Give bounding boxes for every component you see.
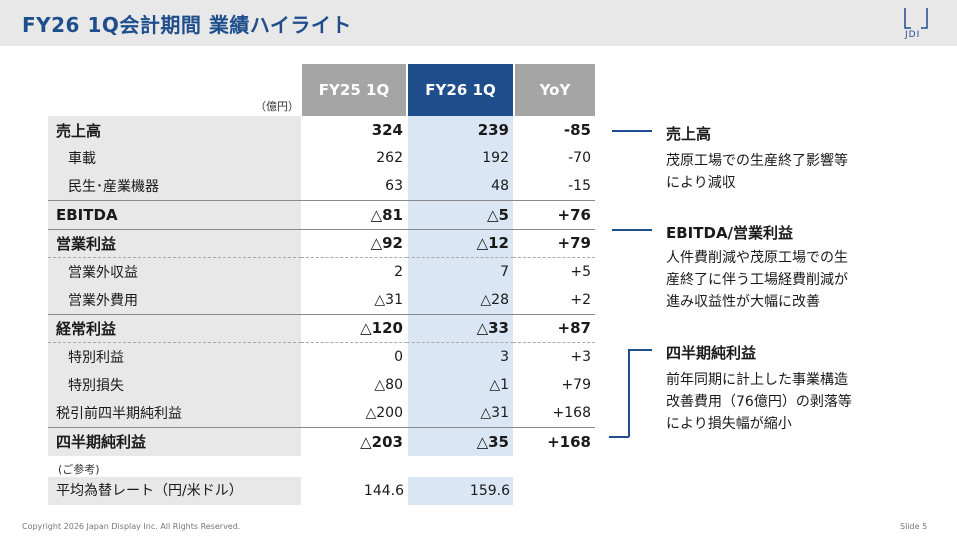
annotation-body-ebitda: 人件費削減や茂原工場での生 産終了に伴う工場経費削減が 進み収益性が大幅に改善 <box>666 247 848 313</box>
row-label: 営業利益 <box>48 228 301 258</box>
unit-label: （億円） <box>255 100 299 113</box>
cell-fy26: △12 <box>407 228 513 258</box>
row-label: EBITDA <box>48 200 301 230</box>
fx-rate-label: 平均為替レート（円/米ドル） <box>48 477 301 505</box>
row-label: 四半期純利益 <box>48 426 301 456</box>
annotation-body-sales: 茂原工場での生産終了影響等 により減収 <box>666 150 848 194</box>
row-label: 特別利益 <box>48 341 301 371</box>
cell-fy26: 7 <box>407 256 513 286</box>
copyright-text: Copyright 2026 Japan Display Inc. All Ri… <box>22 522 241 531</box>
table-row: 車載 262 192 -70 <box>48 144 595 173</box>
annotation-connector <box>628 349 630 437</box>
annotation-title-net-income: 四半期純利益 <box>666 344 757 362</box>
cell-yoy: -85 <box>563 121 591 140</box>
annotation-line: 人件費削減や茂原工場での生 <box>666 250 848 266</box>
cell-fy26: △5 <box>407 200 513 230</box>
column-header-fy26: FY26 1Q <box>408 64 513 116</box>
cell-fy25: △92 <box>301 228 407 258</box>
cell-fy26: 192 <box>482 150 509 167</box>
cell-yoy: +3 <box>513 341 595 371</box>
cell-yoy: +87 <box>513 313 595 343</box>
annotation-line: 茂原工場での生産終了影響等 <box>666 153 848 169</box>
cell-fy25: △120 <box>301 313 407 343</box>
annotation-line: 改善費用（76億円）の剥落等 <box>666 394 852 410</box>
table-row: EBITDA △81 △5 +76 <box>48 200 595 230</box>
cell-fy25: △200 <box>365 404 404 421</box>
column-header-fy25: FY25 1Q <box>302 64 406 116</box>
table-row: 経常利益 △120 △33 +87 <box>48 313 595 343</box>
row-label: 車載 <box>48 144 301 173</box>
annotation-body-net-income: 前年同期に計上した事業構造 改善費用（76億円）の剥落等 により損失幅が縮小 <box>666 369 852 435</box>
jdi-logo-icon <box>904 8 928 29</box>
row-label: 経常利益 <box>48 313 301 343</box>
cell-yoy: +79 <box>561 376 591 393</box>
cell-fy26: △28 <box>480 291 509 308</box>
row-label: 特別損失 <box>48 370 301 399</box>
cell-fy26: △33 <box>407 313 513 343</box>
annotation-title-ebitda: EBITDA/営業利益 <box>666 224 794 242</box>
table-row: 民生･産業機器 63 48 -15 <box>48 172 595 201</box>
annotation-line: 産終了に伴う工場経費削減が <box>666 272 848 288</box>
annotation-line: 前年同期に計上した事業構造 <box>666 372 848 388</box>
row-label: 営業外収益 <box>48 256 301 286</box>
cell-yoy: +76 <box>513 200 595 230</box>
annotation-connector <box>612 130 652 132</box>
annotation-title-sales: 売上高 <box>666 125 712 143</box>
logo-text: JDI <box>905 30 921 40</box>
annotation-line: により減収 <box>666 175 736 191</box>
table-row: 営業利益 △92 △12 +79 <box>48 228 595 258</box>
cell-fy26: 239 <box>477 121 509 140</box>
annotation-line: 進み収益性が大幅に改善 <box>666 294 820 310</box>
table-row: 営業外収益 2 7 +5 <box>48 256 595 286</box>
fx-rate-fy26: 159.6 <box>469 483 510 499</box>
row-label: 税引前四半期純利益 <box>48 398 301 428</box>
cell-yoy: +79 <box>513 228 595 258</box>
table-row: 特別損失 △80 △1 +79 <box>48 370 595 399</box>
cell-fy25: △81 <box>301 200 407 230</box>
table-row: 税引前四半期純利益 △200 △31 +168 <box>48 398 595 428</box>
page-title: FY26 1Q会計期間 業績ハイライト <box>22 13 352 37</box>
column-header-yoy: YoY <box>515 64 595 116</box>
header-bar: FY26 1Q会計期間 業績ハイライト JDI <box>0 0 957 46</box>
table-row: 売上高 324 239 -85 <box>48 116 595 145</box>
cell-fy25: 262 <box>376 150 403 167</box>
row-label: 民生･産業機器 <box>48 172 301 201</box>
cell-fy25: △31 <box>374 291 403 308</box>
slide-number: Slide 5 <box>900 522 928 531</box>
table-row: 特別利益 0 3 +3 <box>48 341 595 371</box>
row-label: 売上高 <box>48 116 301 145</box>
cell-fy25: △80 <box>374 376 403 393</box>
cell-yoy: +168 <box>513 426 595 456</box>
table-row: 四半期純利益 △203 △35 +168 <box>48 426 595 456</box>
cell-fy26: △31 <box>480 404 509 421</box>
cell-yoy: -70 <box>568 150 591 167</box>
fy26-highlight-column <box>408 116 513 456</box>
cell-fy26: 48 <box>491 178 509 195</box>
annotation-connector <box>628 349 652 351</box>
row-label: 営業外費用 <box>48 285 301 315</box>
cell-fy26: △35 <box>407 426 513 456</box>
annotation-line: により損失幅が縮小 <box>666 416 792 432</box>
cell-fy26: △1 <box>489 376 509 393</box>
cell-yoy: +2 <box>570 291 591 308</box>
fx-rate-fy25: 144.6 <box>363 483 404 499</box>
cell-yoy: +5 <box>513 256 595 286</box>
financial-table: 売上高 324 239 -85 車載 262 192 -70 民生･産業機器 6… <box>48 116 595 456</box>
cell-fy25: 0 <box>301 341 407 371</box>
reference-label: (ご参考) <box>58 463 100 476</box>
cell-fy25: 2 <box>301 256 407 286</box>
cell-fy26: 3 <box>407 341 513 371</box>
cell-fy25: △203 <box>301 426 407 456</box>
cell-fy25: 63 <box>385 178 403 195</box>
cell-fy25: 324 <box>371 121 403 140</box>
cell-yoy: -15 <box>568 178 591 195</box>
fy26-highlight-fx <box>408 477 513 505</box>
annotation-connector <box>609 436 629 438</box>
annotation-connector <box>612 229 652 231</box>
cell-yoy: +168 <box>552 404 591 421</box>
table-row: 営業外費用 △31 △28 +2 <box>48 285 595 315</box>
